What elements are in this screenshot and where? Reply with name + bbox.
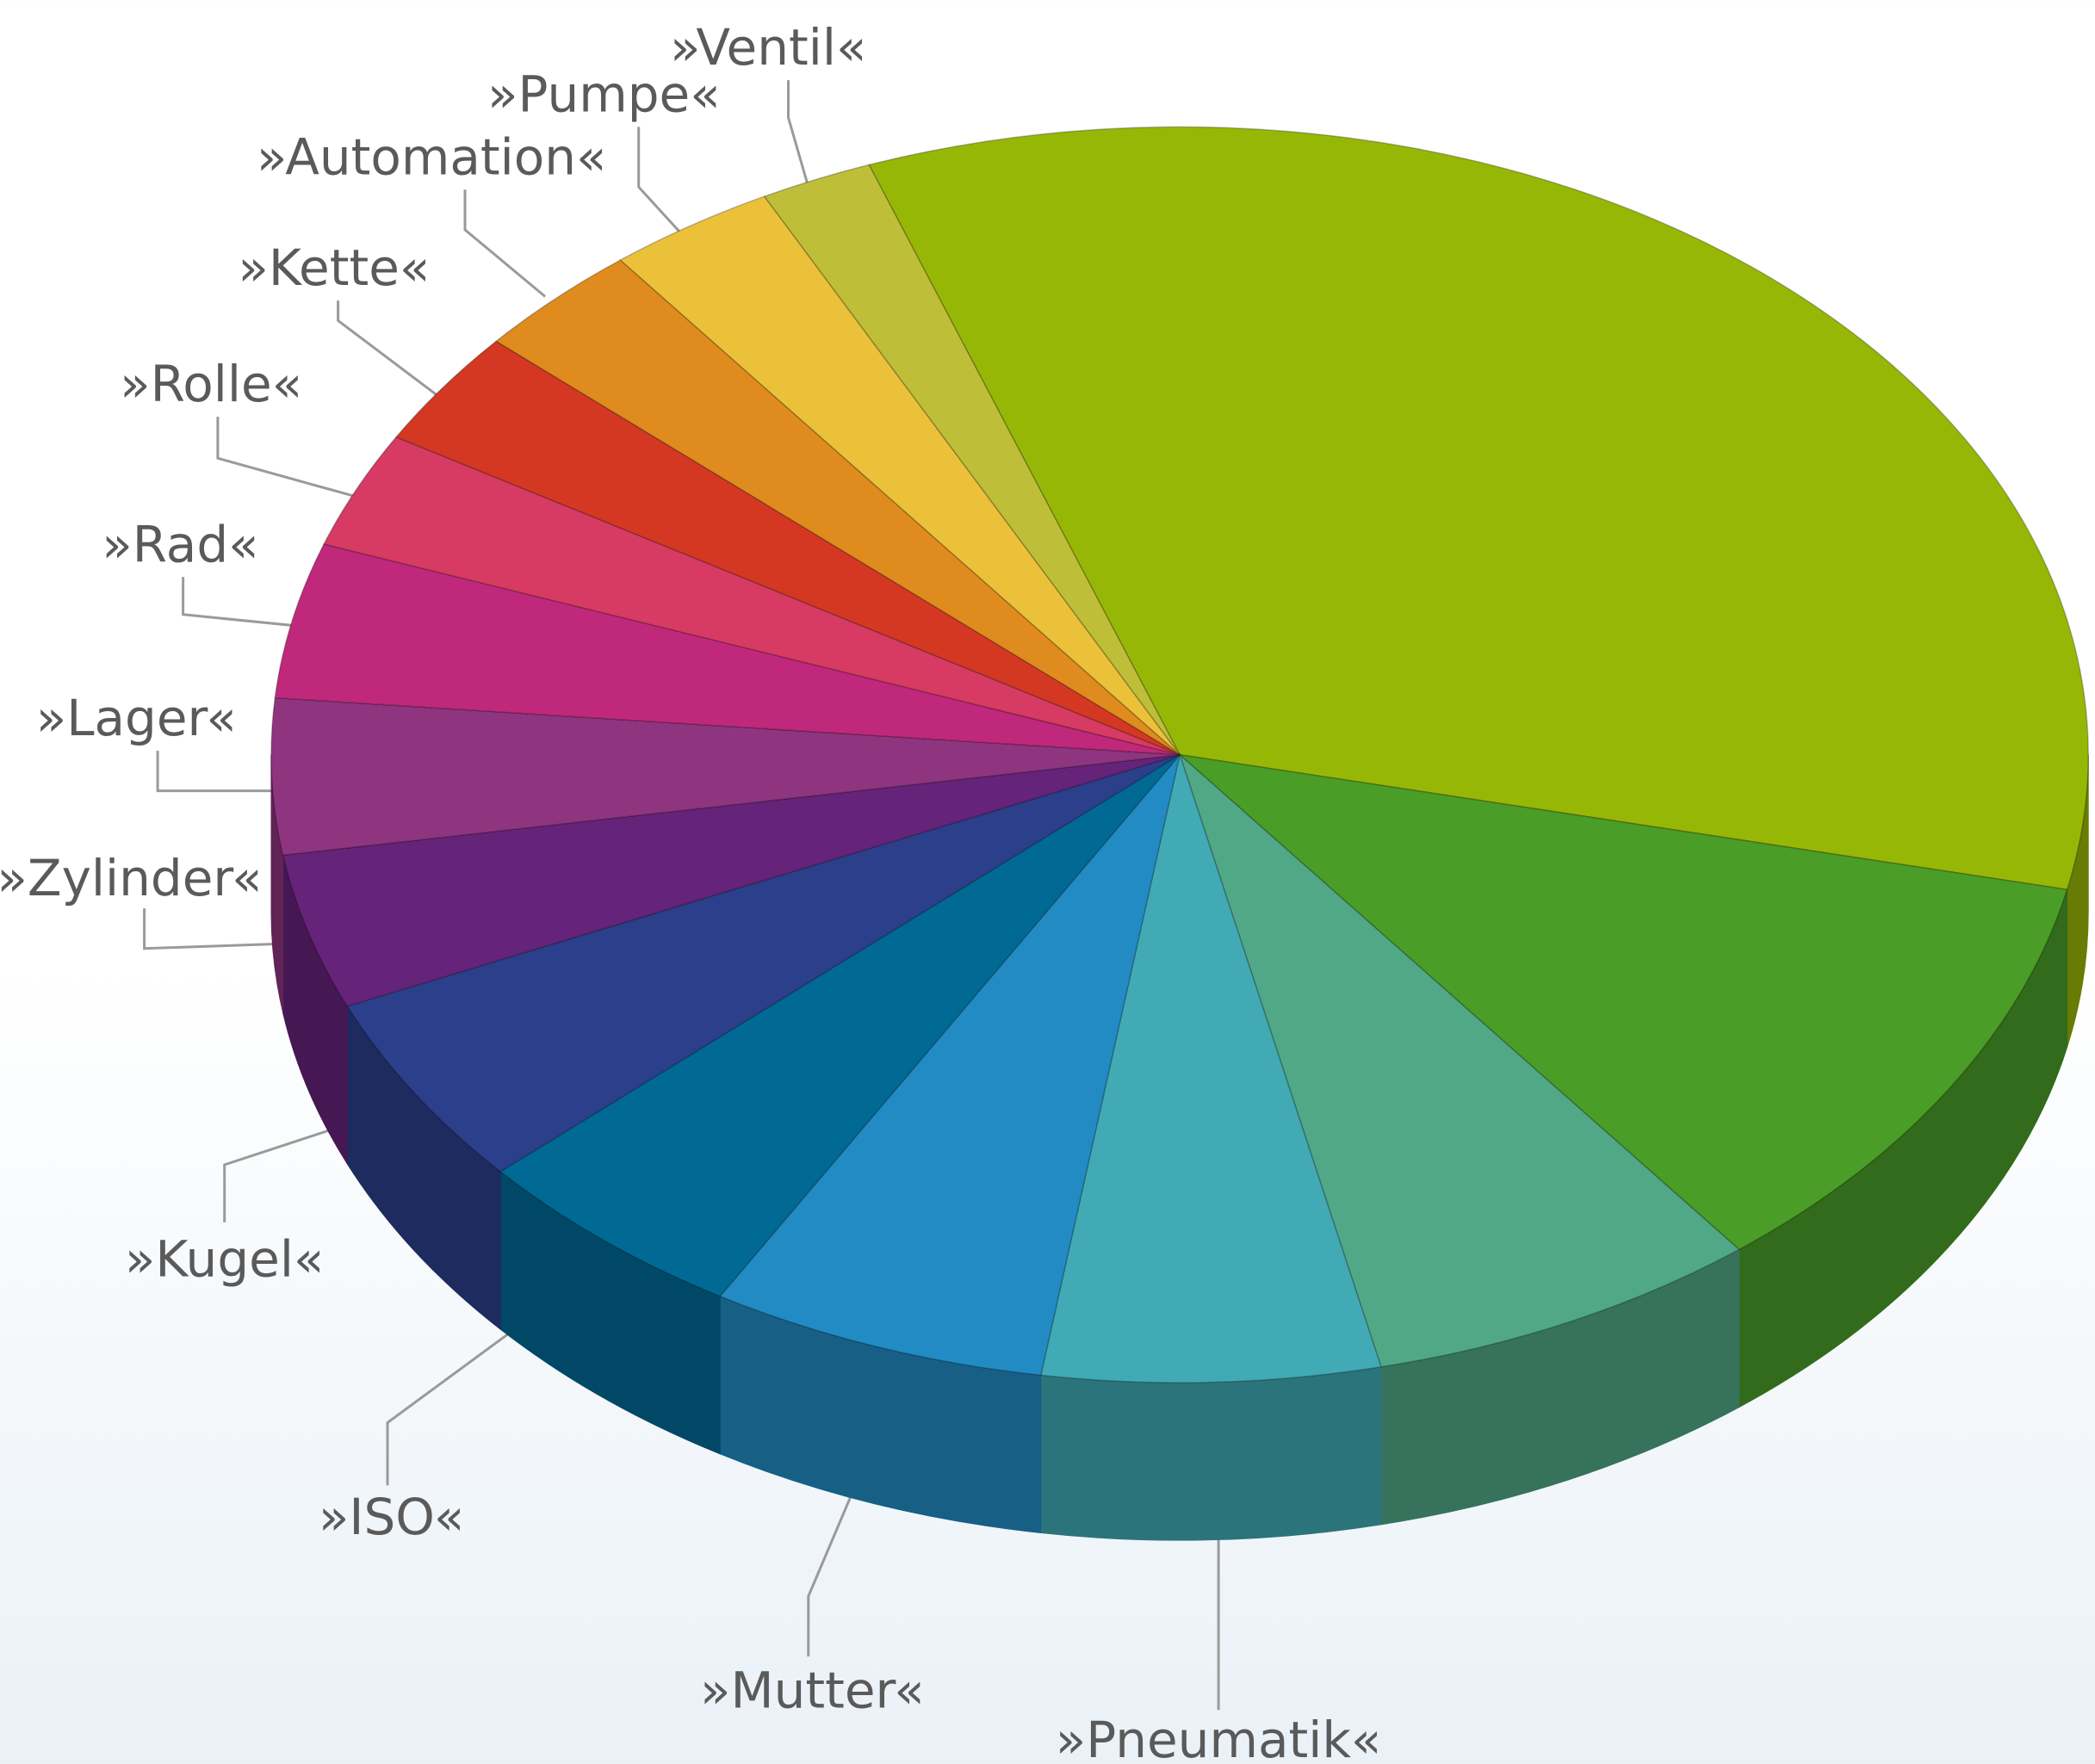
category-label: »Automation« [257, 127, 607, 186]
category-label: »Rolle« [120, 355, 302, 413]
leader-line [156, 751, 301, 793]
category-label: »Lager« [36, 689, 237, 747]
slice [394, 340, 1181, 756]
leader-line [637, 127, 683, 235]
category-label: »ISO« [319, 1488, 465, 1546]
slice [1178, 752, 1741, 1368]
slice-side [1040, 1366, 1382, 1541]
slice [494, 259, 1181, 756]
slice [270, 696, 1181, 857]
category-label: »Kugel« [125, 1229, 325, 1288]
leader-line [182, 577, 317, 629]
category-label: »Rad« [102, 515, 258, 573]
slice [1039, 752, 1382, 1383]
leader-line [337, 300, 442, 399]
slice [274, 543, 1181, 756]
slice [346, 753, 1181, 1173]
category-label: »Zylinder« [0, 849, 263, 907]
leader-line [216, 417, 372, 503]
slice [282, 753, 1181, 1007]
slice [619, 195, 1181, 756]
category-label: »Kette« [238, 238, 430, 297]
category-label: »Mutter« [700, 1662, 925, 1720]
slice [763, 164, 1181, 756]
category-label: »Pneumatik« [1056, 1711, 1382, 1764]
leader-line [463, 189, 547, 298]
slice [718, 754, 1181, 1377]
slice [322, 436, 1181, 756]
slice [868, 126, 2089, 891]
category-label: »Ventil« [670, 18, 867, 77]
category-label: »Pumpe« [487, 65, 721, 123]
slice [1177, 753, 2068, 1251]
slice [499, 754, 1181, 1297]
leader-line [787, 80, 810, 188]
